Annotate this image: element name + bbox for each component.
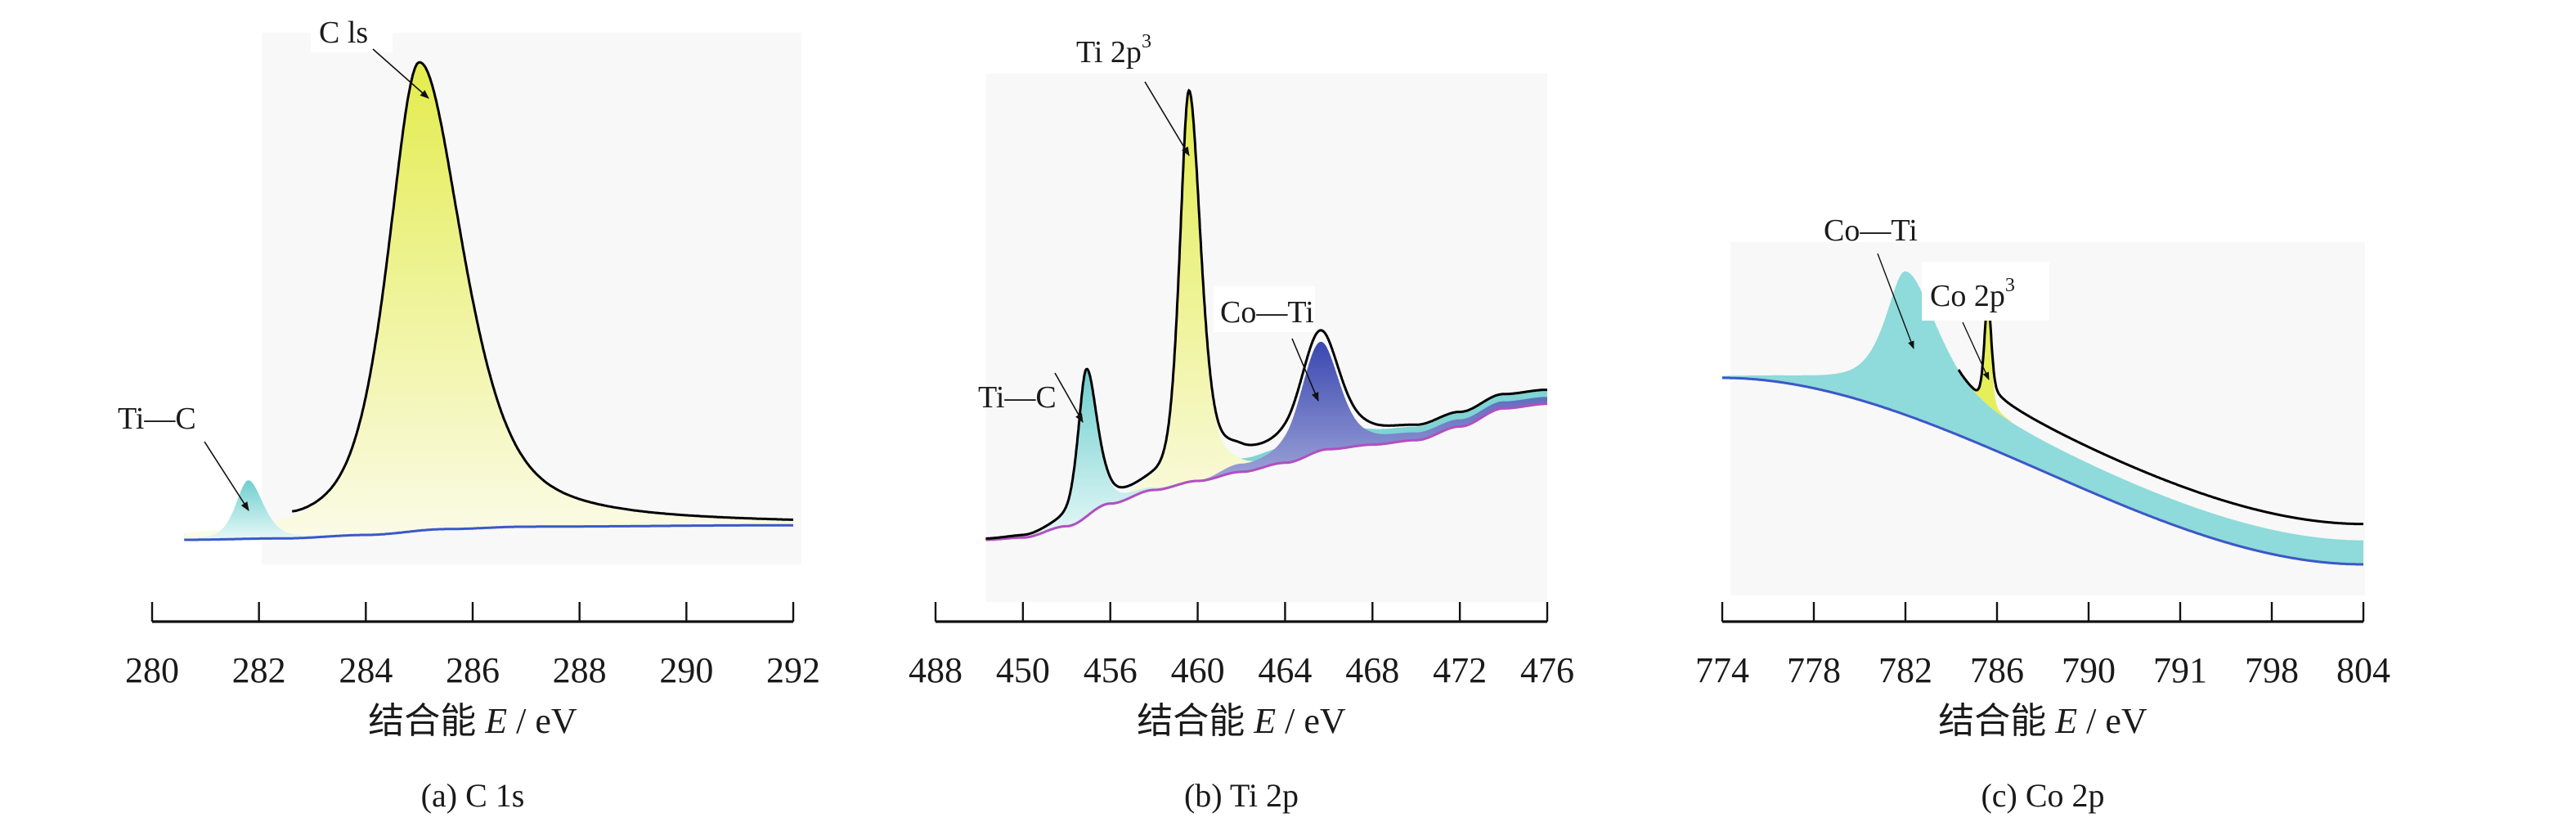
- panel-c: 774 778 782 786 790 791 798 804 结合能 E / eV (c) …: [1695, 213, 2390, 814]
- peak-fill-co-ti: [1722, 271, 2363, 564]
- envelope-line: [291, 61, 793, 521]
- peak-label-co-2p3: Co 2p3: [1930, 275, 2015, 313]
- peak-fill-c1s: [184, 62, 793, 541]
- tick-label: 782: [1878, 650, 1932, 690]
- tick-label: 791: [2153, 650, 2207, 690]
- plot-area: [1722, 271, 2363, 566]
- x-axis-title: 结合能 E / eV: [368, 701, 577, 741]
- x-axis: 488 450 456 460 464 468 472 476: [909, 602, 1574, 690]
- tick-label: 798: [2245, 650, 2299, 690]
- peak-label-c1s: C ls: [319, 16, 368, 50]
- tick-label: 804: [2336, 650, 2390, 690]
- arrow: [1291, 338, 1319, 402]
- tick-label: 774: [1695, 650, 1749, 690]
- peak-label-ti-c: Ti—C: [118, 402, 196, 436]
- arrow: [1054, 372, 1084, 423]
- tick-label: 288: [553, 650, 607, 690]
- arrow: [1144, 81, 1190, 156]
- tick-label: 450: [996, 650, 1050, 690]
- tick-label: 468: [1345, 650, 1399, 690]
- envelope-line: [1957, 299, 2363, 526]
- arrow: [1962, 321, 1990, 380]
- peak-label-ti-c: Ti—C: [978, 380, 1057, 415]
- tick-label: 456: [1084, 650, 1138, 690]
- peak-label-co-ti: Co—Ti: [1220, 295, 1314, 330]
- peak-fill-ti-c: [184, 480, 793, 540]
- panel-b: 488 450 456 460 464 468 472 476 结合能 E / eV (b) …: [909, 20, 1574, 814]
- tick-label: 472: [1433, 650, 1487, 690]
- tick-label: 790: [2062, 650, 2116, 690]
- tick-label: 292: [766, 650, 820, 690]
- tick-label: 280: [125, 650, 179, 690]
- x-axis-title: 结合能 E / eV: [1137, 701, 1346, 741]
- tick-label: 464: [1258, 650, 1312, 690]
- tick-label: 290: [659, 650, 713, 690]
- panel-caption: (c) Co 2p: [1981, 777, 2104, 814]
- tick-label: 282: [232, 650, 286, 690]
- tick-label: 786: [1970, 650, 2024, 690]
- peak-label-ti-2p3: Ti 2p3: [1076, 31, 1151, 70]
- tick-label: 286: [446, 650, 500, 690]
- background-line: [985, 402, 1547, 541]
- background-line: [184, 523, 793, 541]
- plot-area: [184, 61, 793, 541]
- panel-a: 280 282 284 286 288 290 292 结合能 E / eV (a) C 1…: [118, 7, 820, 814]
- arrow: [1877, 253, 1914, 349]
- tick-label: 284: [339, 650, 393, 690]
- tick-label: 476: [1520, 650, 1574, 690]
- arrow: [204, 441, 249, 511]
- tick-label: 460: [1171, 650, 1225, 690]
- tick-label: 778: [1787, 650, 1841, 690]
- x-axis: 280 282 284 286 288 290 292: [125, 602, 820, 690]
- peak-fill-ti-c: [985, 371, 1547, 540]
- panel-caption: (a) C 1s: [421, 777, 525, 814]
- peak-fill-co-2p3: [1965, 312, 2011, 422]
- x-axis-title: 结合能 E / eV: [1938, 701, 2147, 741]
- x-axis: 774 778 782 786 790 791 798 804: [1695, 602, 2390, 690]
- background-line: [1722, 376, 2363, 566]
- arrow: [372, 48, 429, 99]
- tick-label: 488: [909, 650, 963, 690]
- peak-label-co-ti: Co—Ti: [1824, 213, 1918, 248]
- panel-caption: (b) Ti 2p: [1184, 777, 1299, 814]
